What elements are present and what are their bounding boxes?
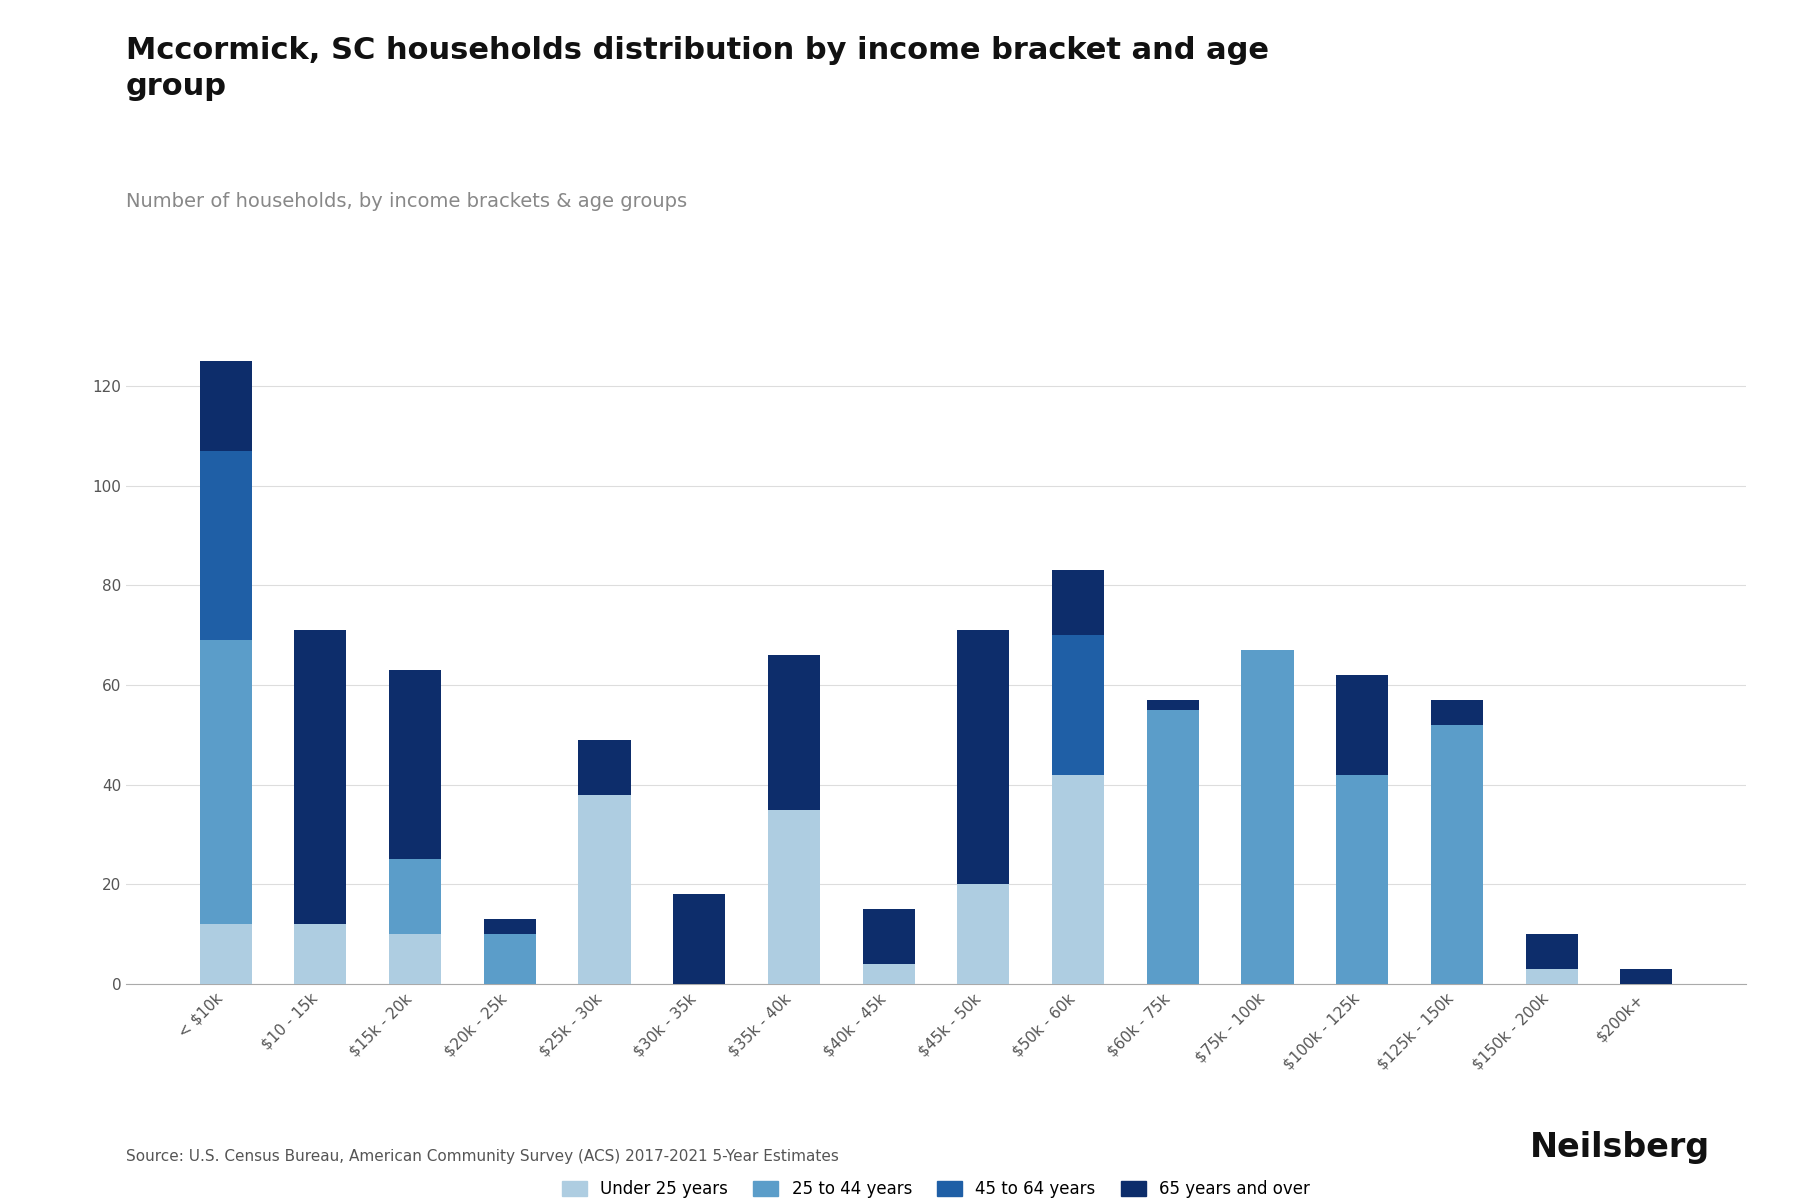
Bar [958,884,1010,984]
Bar [769,655,821,810]
Bar [769,810,821,984]
Bar [389,934,441,984]
Legend: Under 25 years, 25 to 44 years, 45 to 64 years, 65 years and over: Under 25 years, 25 to 44 years, 45 to 64… [556,1174,1316,1200]
Bar [295,924,346,984]
Bar [1431,725,1483,984]
Bar [578,794,630,984]
Text: Number of households, by income brackets & age groups: Number of households, by income brackets… [126,192,688,211]
Text: Mccormick, SC households distribution by income bracket and age
group: Mccormick, SC households distribution by… [126,36,1269,101]
Bar [1051,775,1103,984]
Bar [1147,700,1199,710]
Bar [200,640,252,924]
Bar [1051,570,1103,635]
Bar [389,670,441,859]
Bar [295,630,346,924]
Bar [1336,775,1388,984]
Bar [484,919,536,934]
Bar [1526,934,1577,970]
Bar [1526,970,1577,984]
Bar [1147,710,1199,984]
Bar [1051,635,1103,775]
Bar [958,630,1010,884]
Bar [1242,650,1294,984]
Bar [673,894,725,984]
Bar [862,910,914,964]
Bar [200,451,252,640]
Text: Source: U.S. Census Bureau, American Community Survey (ACS) 2017-2021 5-Year Est: Source: U.S. Census Bureau, American Com… [126,1150,839,1164]
Bar [1431,700,1483,725]
Bar [1336,674,1388,775]
Bar [389,859,441,934]
Bar [1620,970,1672,984]
Bar [200,361,252,451]
Bar [200,924,252,984]
Bar [578,739,630,794]
Text: Neilsberg: Neilsberg [1530,1130,1710,1164]
Bar [484,934,536,984]
Bar [862,964,914,984]
